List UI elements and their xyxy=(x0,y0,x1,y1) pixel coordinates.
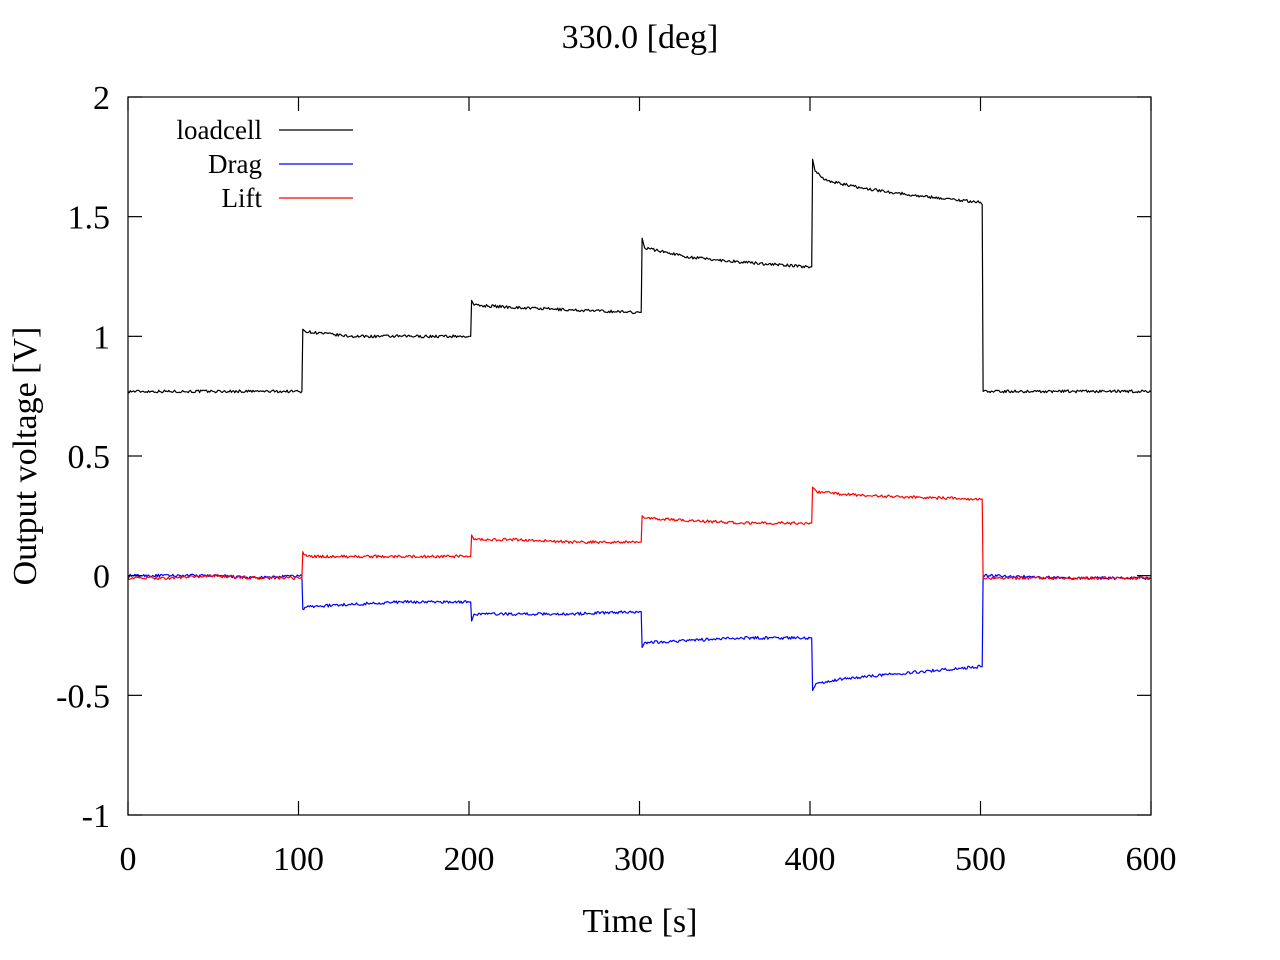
x-tick-label: 100 xyxy=(273,841,324,878)
y-tick-label: -0.5 xyxy=(56,678,110,715)
plot-frame xyxy=(127,96,1152,816)
series-layer xyxy=(127,158,1152,692)
y-tick-label: 0 xyxy=(93,559,110,596)
series-line-loadcell xyxy=(127,158,1152,394)
y-axis-label: Output voltage [V] xyxy=(7,327,44,586)
series-line-drag xyxy=(127,573,1152,692)
x-tick-label: 0 xyxy=(120,841,137,878)
x-tick-label: 300 xyxy=(614,841,665,878)
y-tick-label: 1 xyxy=(93,319,110,356)
legend-label-loadcell: loadcell xyxy=(177,115,262,145)
x-axis-label: Time [s] xyxy=(583,903,698,940)
y-tick-label: -1 xyxy=(82,798,110,835)
x-tick-label: 500 xyxy=(955,841,1006,878)
x-tick-label: 600 xyxy=(1126,841,1177,878)
ticks-layer: 0 100 200 300 400 500 600 2 1.5 1 0.5 0 -0.5 -1 xyxy=(56,80,1176,878)
x-tick-label: 400 xyxy=(785,841,836,878)
series-line-lift xyxy=(127,486,1152,581)
chart-title: 330.0 [deg] xyxy=(562,19,719,56)
x-tick-label: 200 xyxy=(444,841,495,878)
y-tick-label: 1.5 xyxy=(68,200,111,237)
y-tick-label: 2 xyxy=(93,80,110,117)
legend: loadcell Drag Lift xyxy=(177,115,353,213)
legend-label-drag: Drag xyxy=(208,149,262,179)
y-tick-label: 0.5 xyxy=(68,439,111,476)
legend-label-lift: Lift xyxy=(222,183,263,213)
